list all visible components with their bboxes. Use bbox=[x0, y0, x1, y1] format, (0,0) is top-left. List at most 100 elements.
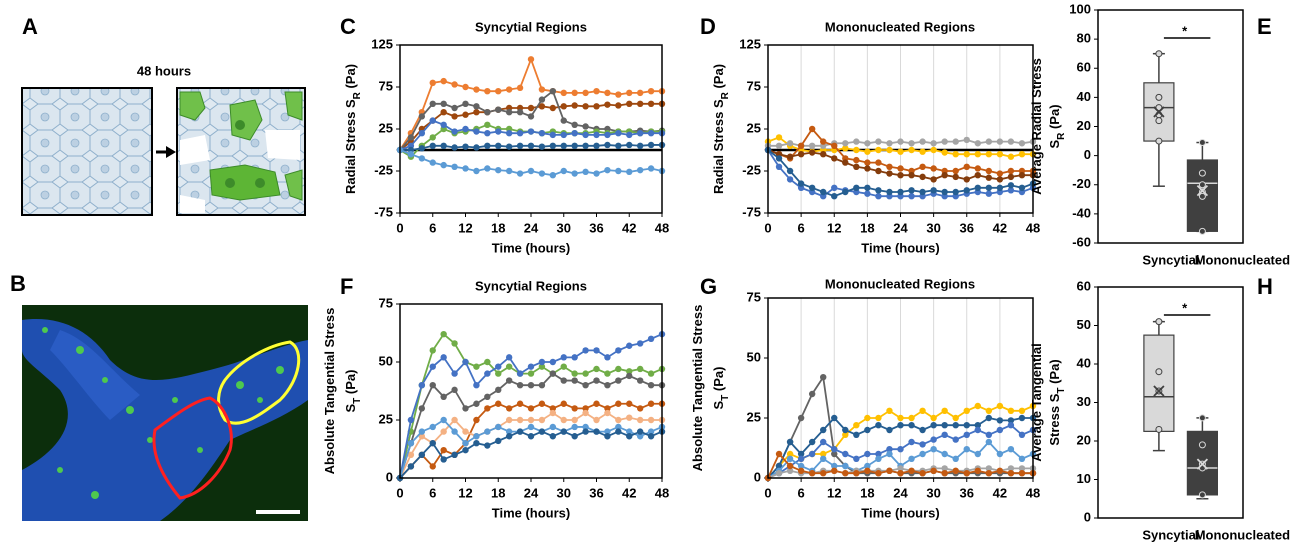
data-point bbox=[941, 188, 948, 196]
data-point bbox=[560, 354, 567, 361]
data-point bbox=[941, 407, 948, 414]
data-point bbox=[820, 450, 827, 458]
data-point bbox=[549, 88, 557, 95]
data-point bbox=[941, 470, 948, 477]
data-point bbox=[571, 102, 578, 109]
data-point bbox=[963, 407, 970, 414]
data-point bbox=[797, 467, 805, 474]
x-tick-label: 0 bbox=[396, 220, 403, 235]
data-point bbox=[429, 100, 436, 108]
data-point bbox=[974, 165, 981, 172]
data-point bbox=[875, 422, 882, 429]
data-point bbox=[626, 414, 633, 421]
data-point bbox=[549, 370, 557, 377]
data-point bbox=[604, 428, 611, 435]
data-point bbox=[797, 450, 805, 458]
series-line bbox=[399, 402, 662, 479]
y-tick-label: 60 bbox=[1077, 278, 1091, 293]
data-point bbox=[593, 88, 600, 95]
data-point bbox=[462, 446, 469, 454]
data-point bbox=[775, 450, 783, 458]
x-tick-label: 6 bbox=[798, 220, 805, 235]
x-tick-label: 6 bbox=[429, 220, 436, 235]
point bbox=[1155, 117, 1163, 125]
data-point bbox=[549, 172, 557, 179]
y-axis-label-part: R bbox=[352, 91, 363, 99]
data-point bbox=[952, 455, 959, 462]
data-point bbox=[615, 142, 622, 149]
point bbox=[1155, 93, 1163, 101]
data-point bbox=[952, 167, 959, 175]
data-point bbox=[505, 354, 513, 361]
x-tick-label: 12 bbox=[827, 485, 841, 500]
data-point bbox=[626, 372, 633, 380]
data-point bbox=[786, 467, 794, 474]
data-point bbox=[820, 151, 827, 158]
data-point bbox=[615, 130, 622, 137]
data-point bbox=[842, 426, 849, 434]
data-point bbox=[636, 365, 644, 373]
data-point bbox=[451, 113, 458, 120]
data-point bbox=[974, 422, 981, 429]
data-point bbox=[941, 149, 948, 156]
data-point bbox=[484, 130, 491, 137]
x-axis-label: Time (hours) bbox=[492, 505, 571, 520]
y-axis-label-part: Absolute Tangential Stress bbox=[322, 308, 337, 475]
x-tick-label: 24 bbox=[524, 485, 539, 500]
data-point bbox=[582, 405, 589, 412]
panel-letter: E bbox=[1257, 14, 1272, 39]
y-tick-label: -75 bbox=[374, 204, 393, 219]
data-point bbox=[786, 450, 794, 458]
data-point bbox=[484, 405, 491, 412]
y-axis-label-part: (Pa) bbox=[343, 64, 358, 92]
data-point bbox=[516, 428, 524, 435]
data-point bbox=[560, 428, 567, 435]
data-point bbox=[407, 463, 415, 470]
data-point bbox=[451, 81, 458, 88]
y-axis-label-part: S bbox=[711, 400, 726, 409]
data-point bbox=[897, 422, 904, 429]
y-axis-label-part: Average Tangential bbox=[1029, 343, 1044, 461]
data-point bbox=[636, 377, 644, 384]
data-point bbox=[636, 130, 644, 137]
data-point bbox=[974, 172, 981, 179]
data-point bbox=[786, 153, 794, 160]
data-point bbox=[538, 86, 546, 93]
y-axis-label: Radial Stress SR (Pa) bbox=[343, 64, 363, 194]
data-point bbox=[626, 428, 633, 435]
data-point bbox=[538, 170, 546, 177]
data-point bbox=[451, 128, 458, 135]
data-point bbox=[538, 103, 546, 110]
data-point bbox=[985, 138, 993, 145]
data-point bbox=[593, 170, 600, 177]
data-point bbox=[941, 422, 948, 429]
data-point bbox=[538, 428, 546, 435]
data-point bbox=[919, 470, 926, 477]
data-point bbox=[451, 451, 458, 458]
data-point bbox=[974, 426, 981, 434]
data-point bbox=[897, 148, 904, 155]
data-point bbox=[930, 187, 937, 194]
data-point bbox=[604, 166, 611, 174]
data-point bbox=[582, 370, 589, 377]
data-point bbox=[941, 172, 948, 179]
data-point bbox=[626, 131, 633, 139]
data-point bbox=[604, 131, 611, 139]
y-tick-label: 25 bbox=[379, 120, 393, 135]
data-point bbox=[636, 166, 644, 174]
data-point bbox=[451, 416, 458, 424]
panel-letter: G bbox=[700, 274, 717, 299]
data-point bbox=[527, 113, 535, 120]
data-point bbox=[1007, 153, 1015, 160]
y-tick-label: 80 bbox=[1077, 31, 1091, 46]
y-tick-label: 60 bbox=[1077, 60, 1091, 75]
point bbox=[1198, 192, 1206, 200]
data-point bbox=[604, 370, 611, 377]
data-point bbox=[516, 370, 524, 377]
data-point bbox=[604, 89, 611, 97]
data-point bbox=[864, 467, 871, 474]
data-point bbox=[886, 170, 893, 177]
x-tick-label: 18 bbox=[860, 220, 874, 235]
data-point bbox=[875, 455, 882, 462]
data-point bbox=[560, 363, 567, 370]
